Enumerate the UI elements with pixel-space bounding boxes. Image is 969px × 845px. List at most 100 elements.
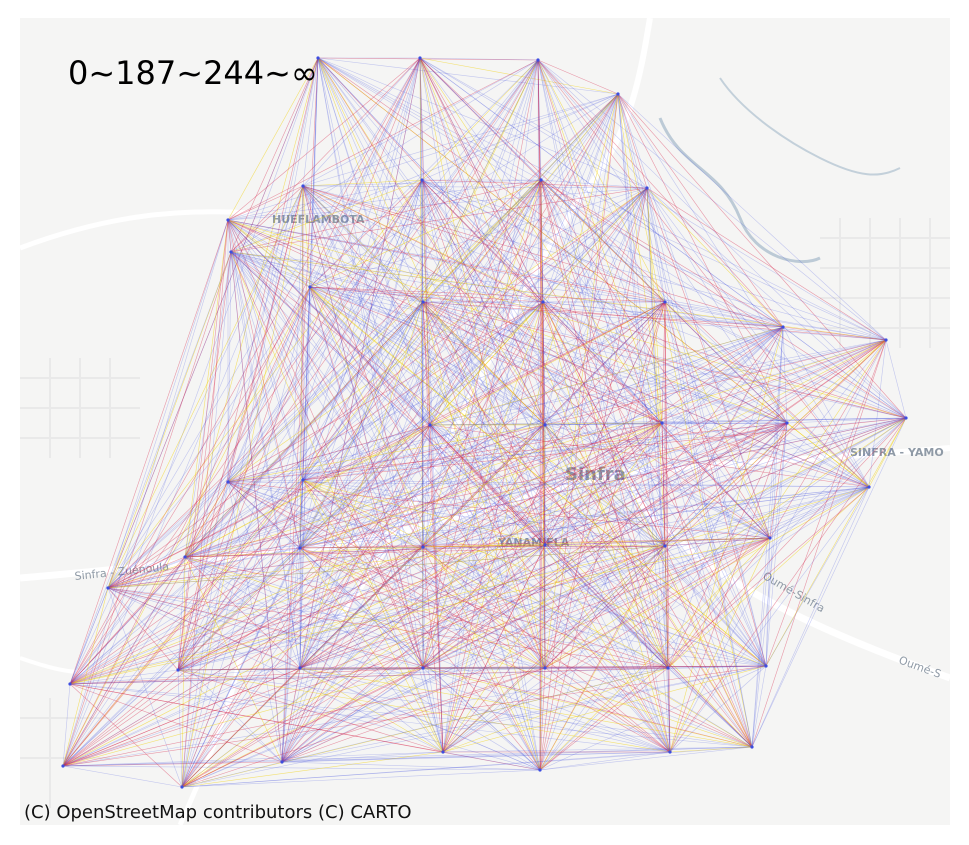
flow-line (309, 57, 319, 288)
flow-line (281, 546, 424, 763)
flow-line (181, 219, 229, 788)
flow-line (299, 486, 870, 549)
flow-line (782, 326, 788, 424)
flow-line (544, 422, 663, 546)
flow-line (539, 746, 753, 771)
flow-line (539, 544, 546, 771)
flow-line (62, 667, 301, 767)
flow-line (544, 93, 619, 669)
flow-line (661, 422, 870, 488)
flow-line (281, 179, 542, 763)
flow-line (230, 251, 887, 341)
flow-line (107, 417, 907, 589)
flow-line (868, 339, 887, 488)
flow-line (646, 187, 907, 419)
flow-line (769, 326, 784, 539)
flow-line (230, 251, 669, 669)
flow-node (420, 178, 424, 182)
flow-node (316, 56, 320, 60)
flow-line (422, 546, 671, 753)
flow-line (422, 422, 788, 548)
flow-line (422, 417, 907, 548)
flow-line (281, 301, 544, 763)
flow-line (181, 422, 663, 788)
flow-line (177, 669, 541, 771)
flow-line (669, 339, 887, 753)
flow-line (422, 93, 619, 669)
flow-line (184, 556, 671, 753)
flow-line (302, 326, 784, 481)
flow-line (309, 59, 539, 288)
flow-line (69, 422, 788, 685)
flow-line (62, 546, 424, 767)
flow-line (302, 185, 431, 426)
flow-line (667, 537, 771, 669)
flow-line (661, 301, 666, 424)
flow-line (317, 57, 671, 753)
map-canvas[interactable]: HUEFLAMBOTA Sinfra YANAMIFLA SINFRA - YA… (20, 18, 950, 825)
flow-line (227, 93, 619, 483)
flow-node (539, 178, 543, 182)
flow-line (181, 481, 229, 788)
flow-line (302, 59, 539, 481)
flow-line (419, 57, 431, 426)
flow-node (183, 555, 187, 559)
flow-line (227, 219, 546, 426)
flow-line (299, 424, 546, 549)
flow-line (107, 301, 424, 589)
flow-line (664, 301, 767, 667)
flow-line (107, 587, 541, 771)
flow-node (441, 750, 445, 754)
flow-line (537, 59, 663, 424)
flow-line (661, 422, 767, 667)
flow-node (904, 416, 908, 420)
flow-node (785, 421, 789, 425)
flow-line (419, 57, 544, 303)
flow-line (537, 59, 671, 753)
flow-node (660, 421, 664, 425)
flow-node (666, 666, 670, 670)
flow-line (107, 587, 546, 669)
flow-line (227, 93, 619, 221)
flow-line (422, 667, 671, 753)
flow-line (661, 326, 784, 424)
flow-line (769, 417, 907, 539)
flow-line (537, 59, 666, 547)
flow-line (281, 547, 301, 763)
flow-line (542, 301, 753, 748)
flow-line (184, 556, 424, 669)
flow-line (107, 251, 232, 589)
flow-line (542, 301, 666, 547)
flow-line (184, 556, 283, 763)
flow-line (184, 422, 788, 558)
road (20, 209, 251, 251)
flow-line (422, 59, 539, 548)
flow-line (227, 219, 669, 669)
legend-title: 0~187~244~∞ (68, 54, 318, 92)
flow-line (62, 286, 311, 767)
flow-line (419, 57, 870, 488)
flow-line (664, 301, 907, 419)
flow-line (664, 545, 767, 667)
flow-line (544, 93, 619, 546)
map-frame[interactable]: HUEFLAMBOTA Sinfra YANAMIFLA SINFRA - YA… (20, 18, 950, 825)
flow-line (177, 326, 784, 671)
flow-line (302, 187, 648, 481)
flow-line (419, 57, 546, 426)
flow-line (421, 179, 666, 547)
flow-line (422, 301, 546, 546)
flow-line (177, 544, 546, 671)
flow-line (177, 486, 870, 671)
flow-line (227, 481, 870, 488)
flow-line (544, 424, 870, 488)
flow-line (422, 424, 431, 669)
flow-line (544, 326, 784, 546)
flow-line (184, 556, 301, 669)
flow-line (422, 667, 753, 748)
flow-line (181, 57, 319, 788)
flow-line (544, 486, 870, 546)
flow-line (177, 669, 444, 753)
flow-line (69, 424, 546, 685)
flow-line (230, 251, 546, 669)
flow-line (302, 185, 771, 539)
